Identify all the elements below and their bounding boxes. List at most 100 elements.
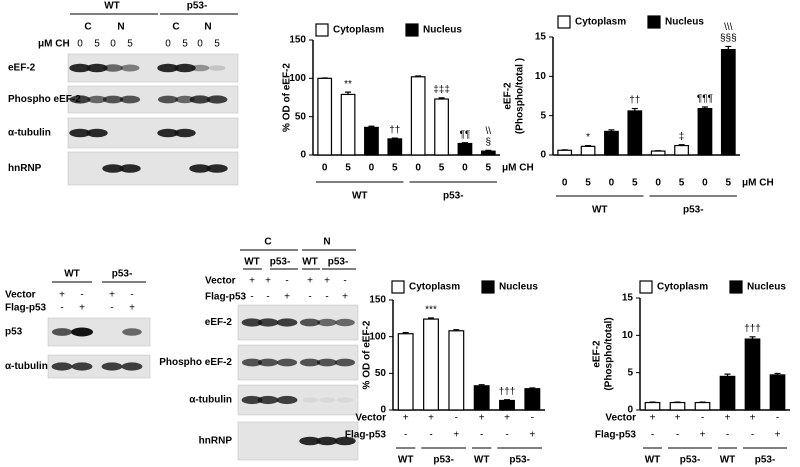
- blot-group-label: C: [264, 237, 271, 248]
- blot-lane-label: 5: [127, 39, 133, 50]
- legend-label: Nucleus: [747, 282, 786, 293]
- x-tick-label: 0: [369, 163, 375, 174]
- blot-lane-label: -: [110, 303, 113, 314]
- y-axis-label: % OD of eEF-2: [362, 320, 373, 389]
- legend-swatch: [315, 23, 329, 37]
- legend-swatch: [391, 280, 405, 294]
- blot-lane-label: 5: [182, 39, 188, 50]
- x-tick-label: +: [700, 430, 706, 441]
- blot-lane-row-name: μM CH: [38, 39, 70, 50]
- blot-lane-row-name: Flag-p53: [5, 303, 47, 314]
- bar: [317, 77, 333, 156]
- y-axis-label: (Phospho/total): [604, 317, 615, 390]
- blot-lane-label: -: [130, 290, 133, 301]
- bar: [644, 401, 661, 411]
- x-tick-label: 0: [609, 178, 615, 189]
- blot-subgroup-label: p53-: [328, 257, 349, 268]
- x-tick-label: -: [480, 430, 483, 441]
- blot-band: [101, 362, 123, 371]
- blot-band: [51, 362, 73, 371]
- bar: [694, 401, 711, 411]
- blot-band: [157, 95, 179, 104]
- x-tick-label: -: [429, 430, 432, 441]
- blot-group-label: N: [323, 237, 330, 248]
- legend-swatch: [481, 280, 495, 294]
- y-tick-label: 15: [622, 293, 634, 304]
- blot-lane-label: +: [79, 303, 85, 314]
- blot-band: [69, 63, 91, 73]
- bar: [674, 144, 689, 156]
- y-tick-label: 15: [535, 32, 547, 43]
- blot-lane-label: -: [343, 276, 346, 287]
- blot-band: [241, 358, 263, 367]
- blot-row-label: hnRNP: [8, 163, 42, 174]
- y-tick-label: 10: [622, 330, 634, 341]
- blot-lane-label: +: [129, 303, 135, 314]
- x-tick-label: 5: [439, 163, 445, 174]
- blot-band: [257, 395, 279, 405]
- blot-row-label: eEF-2: [8, 63, 36, 74]
- blot-band: [51, 328, 73, 336]
- blot-band: [102, 164, 124, 173]
- legend-label: Nucleus: [423, 25, 462, 36]
- x-tick-label: 0: [702, 178, 708, 189]
- blot-band: [71, 362, 93, 371]
- x-tick-label: -: [751, 430, 754, 441]
- legend-swatch: [557, 15, 571, 29]
- blot-band: [119, 95, 141, 104]
- blot-subgroup-label: p53-: [270, 257, 291, 268]
- x-tick-label: +: [403, 413, 409, 424]
- bar: [480, 150, 496, 156]
- bar: [719, 375, 736, 411]
- error-bar: [415, 75, 422, 77]
- group-label: p53-: [509, 455, 530, 466]
- annotation: ‡: [679, 131, 685, 142]
- blot-band: [175, 95, 195, 104]
- x-tick-label: 5: [679, 178, 685, 189]
- blot-band: [86, 63, 108, 73]
- error-bar: [461, 142, 468, 144]
- blot-lane-label: 0: [110, 39, 116, 50]
- x-tick-label: 0: [415, 163, 421, 174]
- group-label: WT: [720, 455, 736, 466]
- x-unit-label: μM CH: [502, 163, 534, 174]
- y-axis-label: (Phospho/total ): [515, 58, 526, 134]
- bar: [397, 333, 414, 411]
- blot-row-label: Phospho eEF-2: [8, 94, 81, 105]
- blot-band: [334, 436, 356, 446]
- y-tick-label: 100: [369, 331, 386, 342]
- blot-lane-label: 5: [94, 39, 100, 50]
- annotation: §: [486, 137, 492, 148]
- x-tick-label: -: [531, 413, 534, 424]
- blot-lane-label: 0: [165, 39, 171, 50]
- blot-lane-label: +: [307, 276, 313, 287]
- error-bar: [453, 329, 460, 331]
- blot-band: [241, 318, 263, 327]
- bar: [448, 330, 465, 411]
- y-tick-label: 50: [375, 368, 387, 379]
- annotation: ††: [389, 125, 400, 136]
- annotation: ¶¶¶: [697, 94, 713, 105]
- blot-band: [87, 95, 107, 104]
- annotation: *: [586, 132, 590, 143]
- blot-band: [189, 95, 211, 104]
- blot-subgroup-label: WT: [244, 257, 260, 268]
- y-axis-label: % OD of eEF-2: [282, 63, 293, 132]
- x-tick-label: 5: [392, 163, 398, 174]
- bar: [524, 388, 541, 411]
- annotation: \\\: [724, 22, 733, 33]
- blot-lane-row-name: Vector: [205, 276, 236, 287]
- bar: [720, 48, 736, 156]
- bar: [410, 76, 426, 156]
- blot-band: [71, 327, 93, 337]
- blot-row-label: Phospho eEF-2: [159, 357, 232, 368]
- blot-band: [122, 328, 142, 336]
- blot-lane-label: +: [265, 276, 271, 287]
- legend-label: Cytoplasm: [657, 282, 708, 293]
- annotation: §§§: [720, 33, 737, 44]
- blot-band: [157, 63, 179, 73]
- blot-band: [299, 436, 321, 446]
- group-label: p53-: [683, 205, 704, 216]
- annotation: ***: [425, 305, 437, 316]
